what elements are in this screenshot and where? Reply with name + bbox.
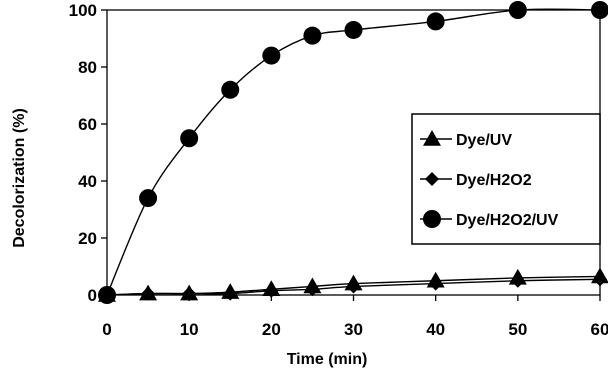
legend-label: Dye/UV (456, 132, 512, 149)
x-axis-ticks: 0 10 20 30 40 50 60 (102, 295, 608, 339)
x-tick-label: 20 (262, 320, 281, 339)
legend-label: Dye/H2O2 (456, 172, 532, 189)
data-point-diamond (223, 286, 238, 301)
x-tick-label: 30 (344, 320, 363, 339)
data-point-diamond (346, 279, 361, 294)
data-point-circle (303, 26, 322, 45)
data-point-diamond (305, 282, 320, 297)
data-point-circle (344, 20, 363, 39)
data-point-diamond (593, 272, 607, 287)
y-tick-label: 100 (69, 1, 97, 20)
y-tick-label: 60 (78, 115, 97, 134)
legend-marker-diamond (425, 172, 439, 186)
legend-label: Dye/H2O2/UV (456, 212, 559, 229)
x-tick-label: 40 (426, 320, 445, 339)
data-point-circle (221, 80, 240, 99)
series-line (106, 8, 601, 296)
legend-marker-triangle (423, 130, 441, 146)
legend-marker-circle (423, 210, 441, 228)
y-tick-label: 40 (78, 172, 97, 191)
y-axis-ticks: 0 20 40 60 80 100 (69, 1, 107, 305)
data-point-circle (262, 46, 281, 65)
data-point-diamond (182, 286, 197, 301)
data-point-circle (508, 1, 527, 19)
y-tick-label: 0 (88, 286, 97, 305)
data-point-circle (426, 12, 445, 31)
data-point-circle (139, 189, 158, 208)
data-point-diamond (141, 286, 156, 301)
series-3 (98, 1, 608, 304)
data-point-diamond (510, 273, 525, 288)
data-point-circle (98, 286, 116, 304)
y-axis-label: Decolorization (%) (11, 108, 28, 248)
data-point-diamond (428, 276, 443, 291)
x-axis-label: Time (min) (287, 351, 368, 368)
legend: Dye/UV Dye/H2O2 Dye/H2O2/UV (411, 113, 601, 245)
x-tick-label: 10 (180, 320, 199, 339)
y-tick-label: 20 (78, 229, 97, 248)
y-tick-label: 80 (78, 58, 97, 77)
data-point-circle (180, 129, 199, 148)
series-layer (98, 1, 608, 304)
data-point-circle (591, 1, 608, 19)
series-2 (100, 272, 607, 302)
x-tick-label: 60 (591, 320, 608, 339)
x-tick-label: 0 (102, 320, 111, 339)
data-point-diamond (264, 283, 279, 298)
x-tick-label: 50 (508, 320, 527, 339)
